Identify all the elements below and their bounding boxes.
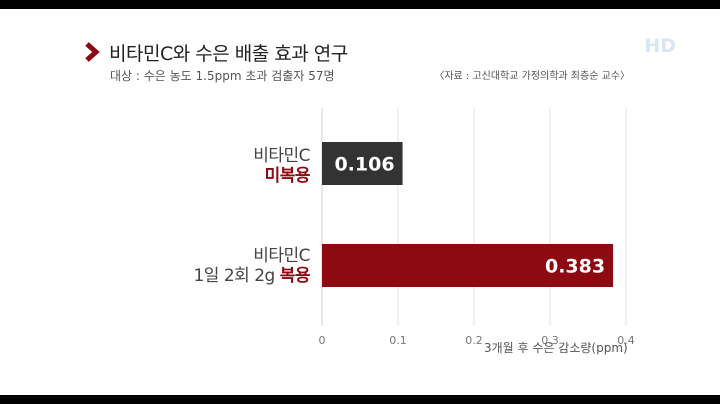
bar-value-label: 0.106 xyxy=(334,154,394,176)
x-tick-label: 0.1 xyxy=(389,334,407,347)
chevron-right-icon xyxy=(85,42,100,62)
slide: 비타민C와 수은 배출 효과 연구 대상 : 수은 농도 1.5ppm 초과 검… xyxy=(0,9,720,395)
category-label-vitamin: 비타민C 1일 2회 2g 복용 xyxy=(193,246,310,286)
chart-title: 비타민C와 수은 배출 효과 연구 xyxy=(109,43,348,65)
category-prefix: 1일 2회 2g xyxy=(193,266,280,286)
bar-value-label: 0.383 xyxy=(545,256,605,278)
category-label-no-vitamin: 비타민C 미복용 xyxy=(253,146,310,186)
x-axis-label: 3개월 후 수은 감소량(ppm) xyxy=(484,341,628,355)
x-tick-label: 0.3 xyxy=(541,334,559,347)
category-line1: 비타민C xyxy=(253,246,310,266)
bar xyxy=(322,142,403,185)
source-credit: 〈자료 : 고신대학교 가정의학과 최층순 교수〉 xyxy=(434,71,630,82)
bar xyxy=(322,244,614,287)
category-highlight: 복용 xyxy=(279,266,311,286)
chart-subtitle: 대상 : 수은 농도 1.5ppm 초과 검출자 57명 xyxy=(110,69,335,83)
x-tick-label: 0.4 xyxy=(617,334,635,347)
x-tick-label: 0 xyxy=(319,334,326,347)
x-tick-label: 0.2 xyxy=(465,334,483,347)
category-highlight: 미복용 xyxy=(264,166,311,186)
hd-badge: HD xyxy=(644,35,676,57)
category-line1: 비타민C xyxy=(253,146,310,166)
